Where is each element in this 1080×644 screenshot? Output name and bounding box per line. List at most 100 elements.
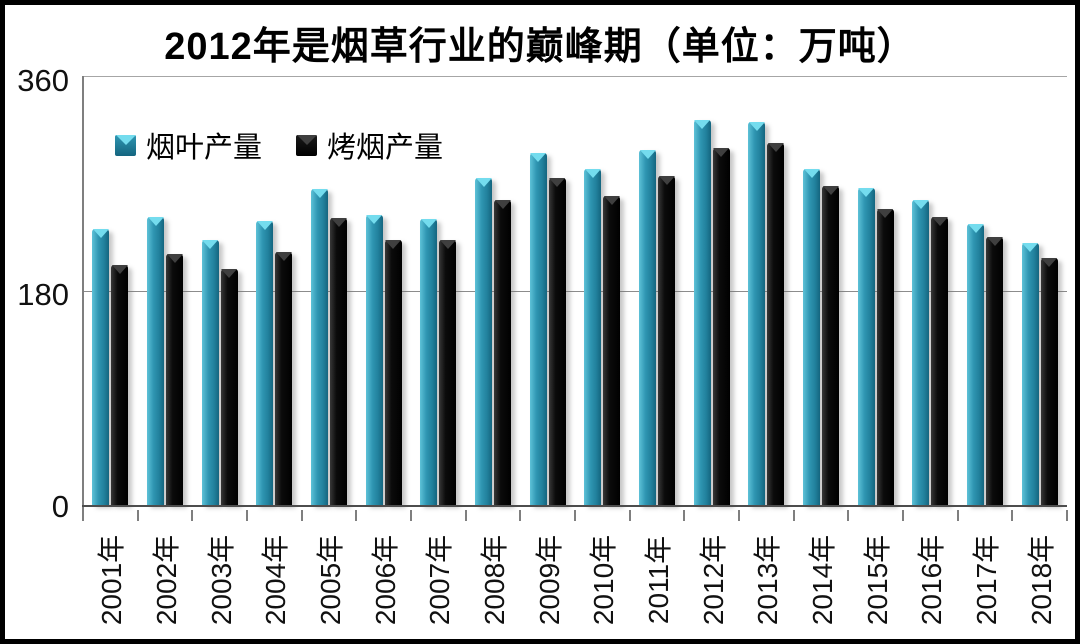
bar-cap-icon <box>603 196 620 206</box>
bar-group-2004年 <box>247 76 302 505</box>
bar-烟叶产量-2008年 <box>475 178 493 505</box>
legend-item-flue-cured: 烤烟产量 <box>296 124 443 166</box>
x-axis-tick-mark <box>245 510 248 521</box>
bar-烟叶产量-2013年 <box>748 122 766 505</box>
legend-marker-black-icon <box>296 134 318 156</box>
bar-烤烟产量-2008年 <box>494 199 512 505</box>
x-axis-tick-label-2009年: 2009年 <box>533 534 565 626</box>
bar-cap-icon <box>494 199 511 209</box>
bar-cap-icon <box>713 147 730 157</box>
bar-cap-icon <box>221 269 238 279</box>
x-axis-tick-mark <box>956 510 959 521</box>
bar-group-2016年 <box>903 76 958 505</box>
bar-cap-icon <box>1022 242 1039 252</box>
x-axis-tick-label-2013年: 2013年 <box>752 534 784 626</box>
x-axis-tick-mark <box>136 510 139 521</box>
bar-cap-icon <box>858 188 875 198</box>
legend-marker-teal-icon <box>115 134 136 156</box>
bars-container <box>83 76 1067 505</box>
y-axis-tick-label-360: 360 <box>17 63 69 98</box>
bar-烟叶产量-2016年 <box>912 199 930 505</box>
bar-cap-icon <box>658 176 675 186</box>
bar-烟叶产量-2015年 <box>857 188 875 505</box>
bar-group-2011年 <box>630 76 685 505</box>
x-axis-tick-mark <box>902 510 904 521</box>
bar-group-2001年 <box>83 76 138 505</box>
bar-烟叶产量-2006年 <box>365 215 383 505</box>
x-axis-tick-mark <box>1066 510 1068 521</box>
x-axis-tick-mark <box>519 510 522 521</box>
x-axis-tick-mark <box>464 510 467 521</box>
bar-烟叶产量-2014年 <box>803 168 821 505</box>
bar-cap-icon <box>549 178 566 188</box>
bar-cap-icon <box>912 199 929 209</box>
bar-cap-icon <box>92 228 109 238</box>
x-axis-tick-mark <box>355 510 358 521</box>
bar-烟叶产量-2017年 <box>967 223 985 505</box>
x-axis-tick-mark <box>300 510 303 521</box>
bar-cap-icon <box>931 216 948 226</box>
legend-label: 烤烟产量 <box>327 132 444 164</box>
bar-cap-icon <box>366 215 383 225</box>
bar-烤烟产量-2018年 <box>1040 258 1058 505</box>
bar-烟叶产量-2001年 <box>92 228 110 505</box>
bar-cap-icon <box>803 168 820 178</box>
bar-group-2007年 <box>411 76 466 505</box>
bar-cap-icon <box>385 240 402 250</box>
bar-cap-icon <box>420 219 437 229</box>
x-axis-tick-label-2008年: 2008年 <box>479 534 510 626</box>
bar-cap-icon <box>330 217 347 227</box>
x-axis-tick-mark <box>847 510 850 521</box>
bar-cap-icon <box>475 178 492 188</box>
bar-烟叶产量-2018年 <box>1021 242 1039 505</box>
bar-烟叶产量-2003年 <box>201 240 219 505</box>
x-axis-tick-mark <box>409 510 412 521</box>
x-axis-tick-mark <box>82 510 84 521</box>
bar-烤烟产量-2012年 <box>712 147 730 505</box>
bar-cap-icon <box>877 209 894 219</box>
x-axis-tick-label-2015年: 2015年 <box>861 534 893 626</box>
gridline-360 <box>83 76 1067 77</box>
bar-烟叶产量-2012年 <box>693 120 711 505</box>
bar-烤烟产量-2017年 <box>986 236 1004 505</box>
bar-烤烟产量-2007年 <box>439 240 457 505</box>
x-axis-tick-label-2014年: 2014年 <box>807 534 838 626</box>
bar-group-2017年 <box>958 76 1013 505</box>
bar-group-2008年 <box>466 76 521 505</box>
plot-area: 烟叶产量 烤烟产量 <box>82 76 1067 516</box>
x-axis-tick-label-2011年: 2011年 <box>643 535 674 625</box>
bar-group-2013年 <box>739 76 794 505</box>
bar-group-2014年 <box>794 76 849 505</box>
x-axis-tick-label-2003年: 2003年 <box>205 534 237 626</box>
bar-烤烟产量-2001年 <box>111 265 129 505</box>
bar-烟叶产量-2002年 <box>147 216 164 505</box>
bar-cap-icon <box>202 240 219 250</box>
bar-cap-icon <box>694 120 711 130</box>
bar-烟叶产量-2004年 <box>256 221 274 505</box>
bar-烤烟产量-2002年 <box>166 253 183 505</box>
x-axis-tick-mark <box>737 510 740 521</box>
bar-cap-icon <box>166 253 183 263</box>
bar-cap-icon <box>822 185 839 195</box>
x-axis-tick-label-2006年: 2006年 <box>369 534 401 626</box>
bar-cap-icon <box>111 265 128 275</box>
bar-cap-icon <box>748 122 765 132</box>
bar-cap-icon <box>1041 258 1058 268</box>
chart-title: 2012年是烟草行业的巅峰期（单位：万吨） <box>164 26 916 68</box>
x-axis-tick-label-2016年: 2016年 <box>916 534 948 626</box>
bar-烟叶产量-2007年 <box>420 219 438 505</box>
legend-label: 烟叶产量 <box>146 132 263 164</box>
legend: 烟叶产量 烤烟产量 <box>115 124 443 166</box>
bar-cap-icon <box>530 153 547 163</box>
x-axis-tick-label-2018年: 2018年 <box>1025 534 1057 626</box>
x-axis-tick-label-2001年: 2001年 <box>96 534 128 626</box>
bar-group-2012年 <box>684 76 739 505</box>
x-axis-tick-mark <box>683 510 686 521</box>
y-axis-tick-label-180: 180 <box>17 277 69 312</box>
bar-烤烟产量-2010年 <box>603 196 621 505</box>
bar-烤烟产量-2014年 <box>822 185 840 505</box>
x-axis-tick-label-2007年: 2007年 <box>424 534 456 626</box>
x-axis-ticks <box>82 510 1068 522</box>
bar-烤烟产量-2013年 <box>767 142 785 505</box>
